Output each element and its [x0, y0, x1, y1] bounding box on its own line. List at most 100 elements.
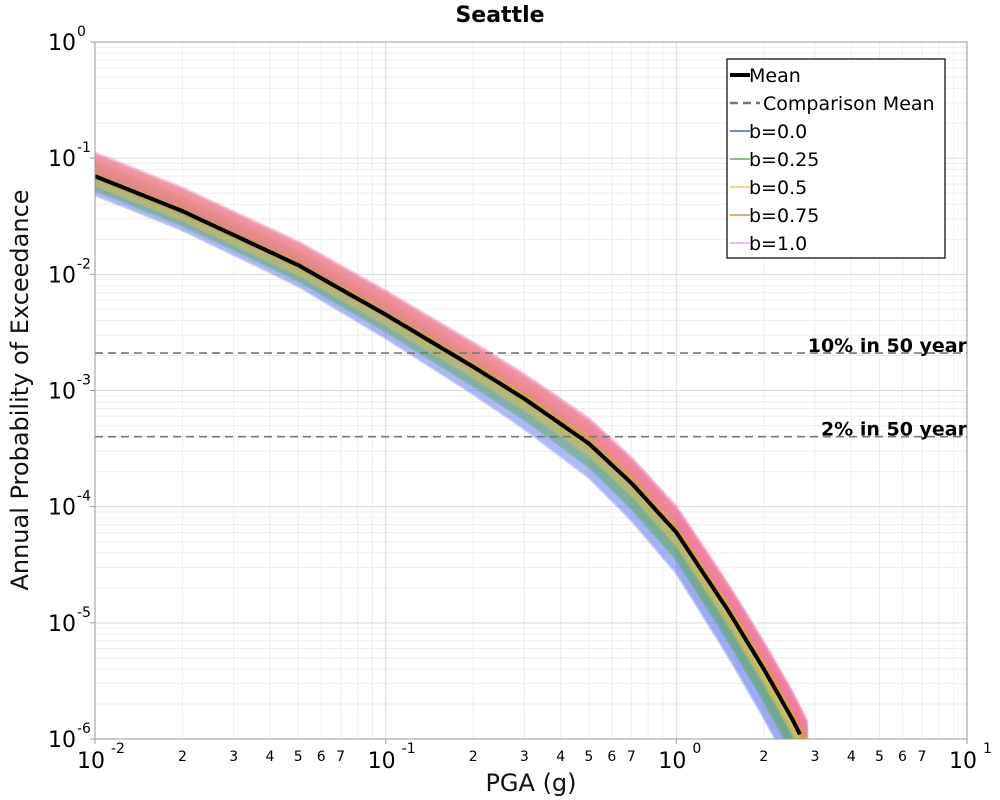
branch-curve [95, 157, 809, 728]
x-axis-label: PGA (g) [485, 769, 576, 797]
legend-entry: Mean [749, 65, 801, 87]
branch-curve [95, 173, 806, 739]
branch-curve [95, 162, 809, 736]
branch-curve [95, 171, 799, 739]
x-minor-tick-label: 4 [847, 749, 856, 765]
y-tick-label: 10 [48, 612, 76, 637]
branch-curve [95, 168, 809, 739]
branch-curve [95, 163, 809, 732]
x-minor-tick-label: 6 [607, 749, 616, 765]
branch-curve [95, 178, 800, 739]
y-tick-exponent: -6 [77, 721, 91, 737]
branch-curve [95, 169, 805, 739]
branch-curve [95, 191, 779, 739]
branch-curve [95, 171, 795, 739]
x-tick-label: 10 [77, 749, 105, 774]
branch-curve [95, 165, 803, 739]
branch-curve [95, 170, 804, 739]
x-minor-tick-label: 7 [918, 749, 927, 765]
y-axis-label: Annual Probability of Exceedance [6, 189, 34, 590]
branch-curve [95, 189, 781, 739]
branch-curve [95, 165, 807, 739]
branch-curve [95, 164, 809, 734]
x-minor-tick-label: 2 [759, 749, 768, 765]
branch-curve [95, 163, 804, 739]
branch-curve [95, 168, 809, 737]
branch-curve [95, 176, 795, 739]
legend: Mean Comparison Mean b=0.0 b=0.25 b=0.5 b=0.7… [726, 58, 946, 259]
branch-curve [95, 151, 809, 723]
reference-lines: 10% in 50 year 2% in 50 year [95, 335, 968, 441]
branch-curve [95, 165, 809, 735]
branch-curve [95, 169, 808, 739]
x-minor-tick-label: 5 [875, 749, 884, 765]
branch-curve [95, 161, 809, 735]
branch-curve [95, 184, 790, 739]
branch-curve [95, 169, 797, 739]
branch-curve [95, 174, 797, 739]
y-tick-label: 10 [48, 31, 76, 56]
y-tick-label: 10 [48, 147, 76, 172]
branch-curve [95, 164, 809, 738]
branch-curve [95, 161, 809, 739]
x-tick-labels: 10 -2 10 -1 10 0 10 12 3 4 5 6 7 2 3 4 5 6 7 2 3 4 5 6 7 [77, 739, 992, 774]
x-minor-tick-label: 4 [266, 749, 275, 765]
branch-curve [95, 160, 809, 730]
legend-box [726, 58, 946, 259]
reference-line-label: 2% in 50 year [821, 419, 968, 441]
y-tick-exponent: -1 [77, 140, 91, 156]
x-tick-exponent: -2 [111, 741, 125, 757]
branch-curve [95, 175, 792, 739]
curve-bands [95, 151, 809, 739]
x-minor-tick-label: 7 [336, 749, 345, 765]
branch-curve [95, 187, 783, 739]
branch-curve [95, 182, 798, 739]
x-minor-tick-label: 7 [627, 749, 636, 765]
branch-curve [95, 170, 809, 739]
branch-curve [95, 179, 789, 739]
legend-entry: Comparison Mean [763, 93, 935, 115]
branch-curve [95, 182, 791, 739]
x-minor-tick-label: 2 [178, 749, 187, 765]
branch-curve [95, 167, 802, 739]
branch-curve [95, 188, 787, 739]
y-tick-label: 10 [48, 728, 76, 753]
x-minor-tick-label: 5 [294, 749, 303, 765]
branch-curve [95, 173, 798, 739]
y-tick-label: 10 [48, 263, 76, 288]
legend-entry: b=0.5 [749, 177, 807, 199]
x-tick-label: 10 [368, 749, 396, 774]
branch-curve [95, 154, 809, 725]
branch-curve [95, 159, 809, 738]
branch-curve [95, 181, 787, 739]
branch-curve [95, 186, 788, 739]
branch-curve [95, 153, 809, 724]
chart-title: Seattle [455, 3, 544, 28]
x-minor-tick-label: 3 [229, 749, 238, 765]
branch-curve [95, 175, 805, 739]
branch-curve [95, 155, 809, 729]
x-minor-tick-label: 6 [898, 749, 907, 765]
legend-entry: b=1.0 [749, 233, 807, 255]
x-minor-tick-label: 3 [811, 749, 820, 765]
branch-curve [95, 177, 804, 739]
branch-curve [95, 158, 809, 729]
y-tick-label: 10 [48, 380, 76, 405]
x-tick-label: 10 [949, 749, 977, 774]
y-tick-exponent: -2 [77, 256, 91, 272]
branch-curve [95, 184, 797, 739]
branch-curve [95, 172, 803, 739]
mean-line [95, 174, 802, 736]
branch-curve [95, 180, 793, 739]
x-tick-exponent: 0 [692, 741, 701, 757]
x-minor-tick-label: 3 [520, 749, 529, 765]
x-tick-exponent: -1 [402, 741, 416, 757]
y-tick-exponent: 0 [77, 24, 86, 40]
branch-curve [95, 171, 807, 739]
legend-entry: b=0.0 [749, 121, 807, 143]
branch-curve [95, 153, 809, 728]
branch-curve [95, 159, 809, 733]
legend-entry: b=0.75 [749, 205, 819, 227]
